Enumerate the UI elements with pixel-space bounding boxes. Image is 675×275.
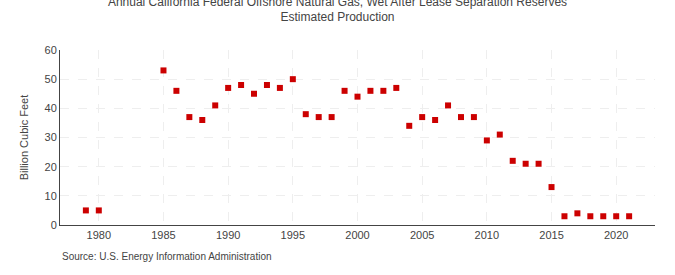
svg-text:1995: 1995	[281, 229, 305, 241]
svg-text:20: 20	[45, 161, 57, 173]
svg-text:Billion Cubic Feet: Billion Cubic Feet	[18, 95, 30, 181]
svg-text:2020: 2020	[604, 229, 628, 241]
svg-text:50: 50	[45, 73, 57, 85]
svg-text:1985: 1985	[151, 229, 175, 241]
svg-text:1990: 1990	[216, 229, 240, 241]
svg-text:40: 40	[45, 102, 57, 114]
svg-text:1980: 1980	[87, 229, 111, 241]
svg-text:10: 10	[45, 190, 57, 202]
svg-text:Source: U.S. Energy Informatio: Source: U.S. Energy Information Administ…	[62, 251, 272, 262]
svg-text:30: 30	[45, 131, 57, 143]
svg-text:2005: 2005	[410, 229, 434, 241]
svg-text:Annual California Federal Offs: Annual California Federal Offshore Natur…	[108, 0, 567, 24]
svg-text:2000: 2000	[345, 229, 369, 241]
svg-text:2010: 2010	[475, 229, 499, 241]
svg-text:0: 0	[51, 219, 57, 231]
svg-text:60: 60	[45, 44, 57, 56]
svg-text:2015: 2015	[539, 229, 563, 241]
